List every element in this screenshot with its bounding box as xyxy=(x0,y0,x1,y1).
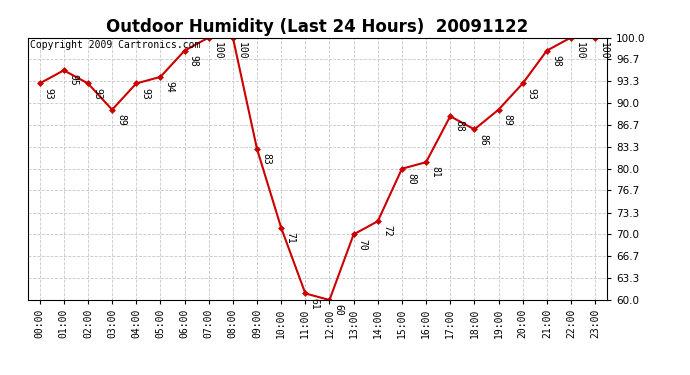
Text: 86: 86 xyxy=(479,134,489,145)
Text: 71: 71 xyxy=(286,232,295,244)
Text: 93: 93 xyxy=(44,88,54,99)
Text: 61: 61 xyxy=(310,298,319,309)
Text: 80: 80 xyxy=(406,173,416,184)
Text: 95: 95 xyxy=(68,75,78,86)
Text: 100: 100 xyxy=(213,42,223,59)
Text: 60: 60 xyxy=(334,304,344,316)
Text: 88: 88 xyxy=(455,120,464,132)
Title: Outdoor Humidity (Last 24 Hours)  20091122: Outdoor Humidity (Last 24 Hours) 2009112… xyxy=(106,18,529,36)
Text: 100: 100 xyxy=(575,42,585,59)
Text: 100: 100 xyxy=(600,42,609,59)
Text: 81: 81 xyxy=(431,166,440,178)
Text: 72: 72 xyxy=(382,225,392,237)
Text: 93: 93 xyxy=(92,88,102,99)
Text: 93: 93 xyxy=(527,88,537,99)
Text: 98: 98 xyxy=(551,55,561,66)
Text: 89: 89 xyxy=(117,114,126,126)
Text: 83: 83 xyxy=(262,153,271,165)
Text: 70: 70 xyxy=(358,238,368,250)
Text: 93: 93 xyxy=(141,88,150,99)
Text: Copyright 2009 Cartronics.com: Copyright 2009 Cartronics.com xyxy=(30,40,201,50)
Text: 89: 89 xyxy=(503,114,513,126)
Text: 98: 98 xyxy=(189,55,199,66)
Text: 94: 94 xyxy=(165,81,175,93)
Text: 100: 100 xyxy=(237,42,247,59)
